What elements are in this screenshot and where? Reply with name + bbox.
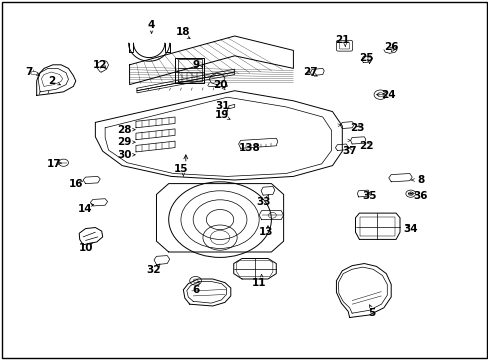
- Text: 11: 11: [251, 278, 266, 288]
- Text: 37: 37: [342, 146, 356, 156]
- Text: 28: 28: [117, 125, 132, 135]
- Text: 16: 16: [68, 179, 83, 189]
- Text: 19: 19: [215, 110, 229, 120]
- Text: 32: 32: [146, 265, 161, 275]
- Text: 23: 23: [349, 123, 364, 133]
- Text: 15: 15: [173, 164, 188, 174]
- Text: 5: 5: [367, 308, 374, 318]
- Text: 6: 6: [192, 285, 199, 295]
- Text: 22: 22: [359, 141, 373, 151]
- Text: 18: 18: [176, 27, 190, 37]
- Text: 35: 35: [361, 191, 376, 201]
- Text: 34: 34: [403, 224, 417, 234]
- Text: 20: 20: [212, 80, 227, 90]
- Text: 30: 30: [117, 150, 132, 160]
- Text: 10: 10: [78, 243, 93, 253]
- Text: 9: 9: [192, 60, 199, 70]
- Text: 2: 2: [48, 76, 55, 86]
- Text: 26: 26: [383, 42, 398, 52]
- Text: 14: 14: [78, 204, 93, 214]
- Text: 29: 29: [117, 137, 132, 147]
- Text: 21: 21: [334, 35, 349, 45]
- Text: 13: 13: [259, 227, 273, 237]
- Text: 31: 31: [215, 101, 229, 111]
- Text: 33: 33: [256, 197, 271, 207]
- Text: 27: 27: [303, 67, 317, 77]
- Text: 8: 8: [416, 175, 423, 185]
- Text: 17: 17: [46, 159, 61, 169]
- Text: 138: 138: [238, 143, 260, 153]
- Text: 12: 12: [93, 60, 107, 70]
- Text: 4: 4: [147, 20, 155, 30]
- Text: 24: 24: [381, 90, 395, 100]
- Text: 36: 36: [412, 191, 427, 201]
- Text: 7: 7: [25, 67, 33, 77]
- Text: 25: 25: [359, 53, 373, 63]
